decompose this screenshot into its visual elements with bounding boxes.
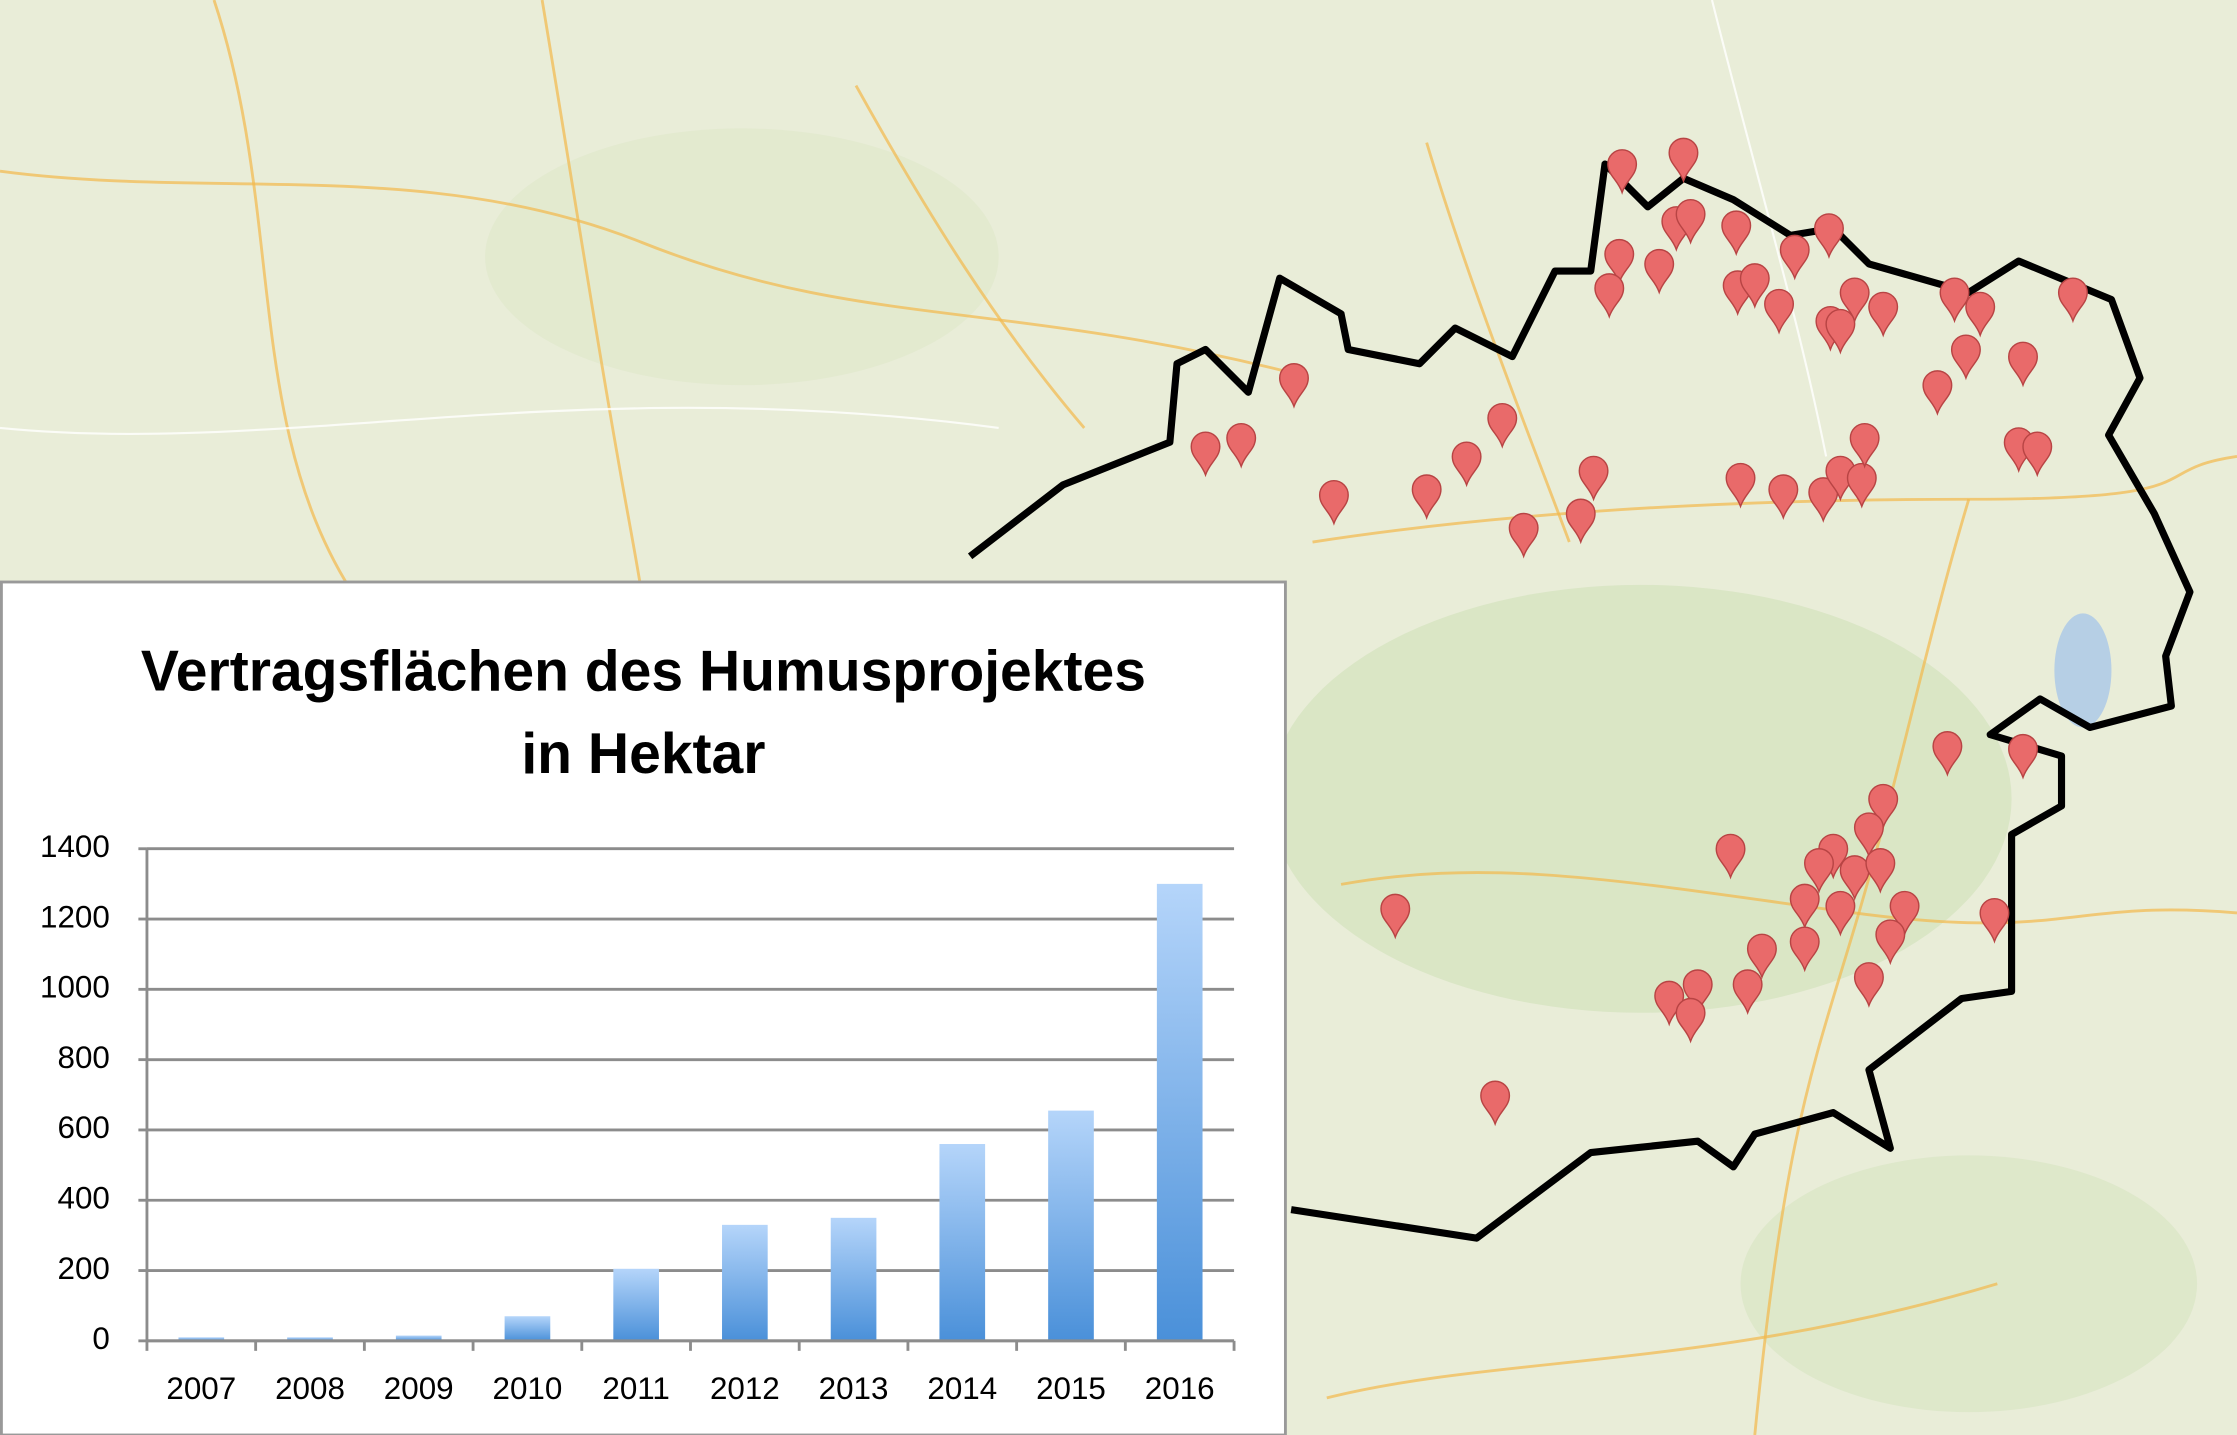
- y-tick-label: 400: [57, 1181, 109, 1216]
- x-tick-label: 2013: [819, 1371, 889, 1406]
- bar: [1048, 1111, 1094, 1341]
- x-tick-label: 2016: [1145, 1371, 1215, 1406]
- y-tick-label: 800: [57, 1040, 109, 1075]
- x-tick-label: 2015: [1036, 1371, 1106, 1406]
- x-tick-label: 2008: [275, 1371, 345, 1406]
- y-tick-label: 0: [92, 1321, 109, 1356]
- x-tick-label: 2014: [927, 1371, 997, 1406]
- page: {"chart_data": {"type": "bar", "title": …: [0, 0, 2237, 1435]
- y-tick-label: 200: [57, 1251, 109, 1286]
- x-tick-label: 2009: [384, 1371, 454, 1406]
- bar: [505, 1316, 551, 1341]
- x-tick-label: 2012: [710, 1371, 780, 1406]
- x-tick-label: 2010: [493, 1371, 563, 1406]
- scene: Vertragsflächen des Humusprojektesin Hek…: [0, 0, 2237, 1435]
- x-tick-label: 2007: [166, 1371, 236, 1406]
- bar: [1157, 884, 1203, 1341]
- bar: [939, 1144, 985, 1341]
- y-tick-label: 1400: [40, 829, 110, 864]
- y-tick-label: 600: [57, 1110, 109, 1145]
- bar: [613, 1269, 659, 1341]
- x-tick-label: 2011: [602, 1371, 669, 1406]
- y-tick-label: 1000: [40, 970, 110, 1005]
- bar: [722, 1225, 768, 1341]
- y-tick-label: 1200: [40, 899, 110, 934]
- bar: [831, 1218, 877, 1341]
